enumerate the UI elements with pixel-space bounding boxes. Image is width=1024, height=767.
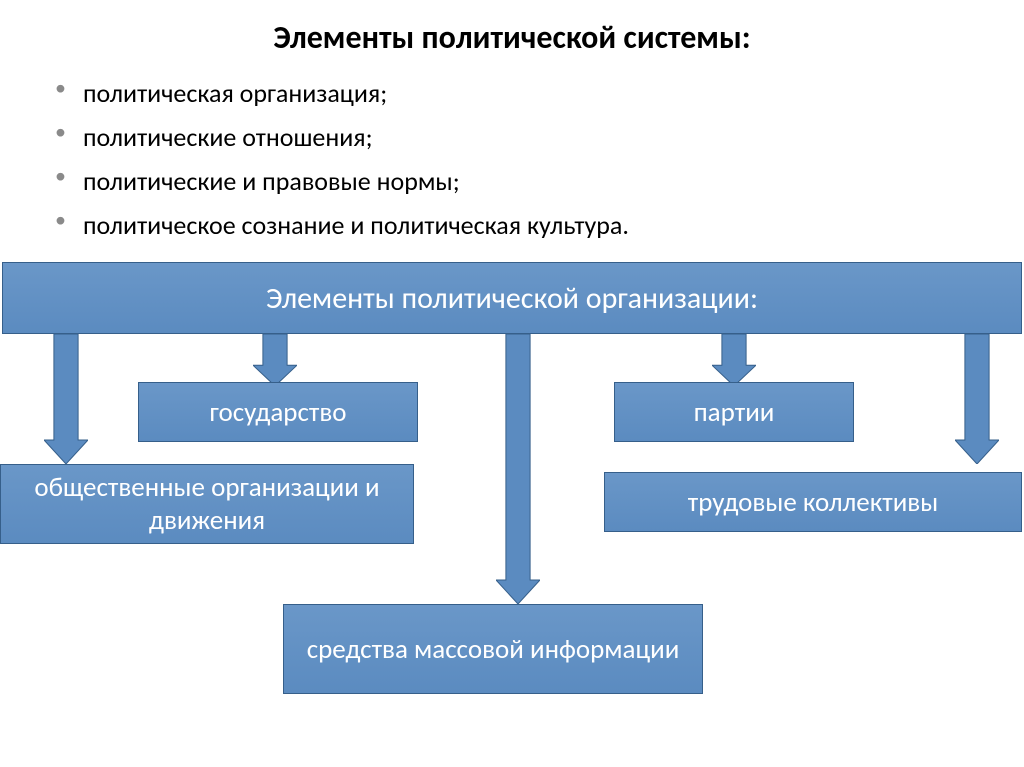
arrow-to-parties bbox=[712, 334, 756, 386]
bullet-list: политическая организация; политические от… bbox=[0, 57, 1024, 263]
box-public: общественные организации и движения bbox=[0, 464, 414, 544]
arrow-to-labor bbox=[955, 334, 999, 464]
page-title: Элементы политической системы: bbox=[0, 0, 1024, 57]
bullet-item: политическое сознание и политическая кул… bbox=[55, 209, 984, 241]
box-labor: трудовые коллективы bbox=[604, 472, 1022, 532]
bullet-item: политическая организация; bbox=[55, 77, 984, 109]
box-state: государство bbox=[138, 382, 418, 442]
arrow-to-public bbox=[44, 334, 88, 464]
bullet-item: политические отношения; bbox=[55, 121, 984, 153]
arrow-to-state bbox=[253, 334, 297, 386]
bullet-item: политические и правовые нормы; bbox=[55, 165, 984, 197]
box-media: средства массовой информации bbox=[283, 604, 703, 694]
arrow-to-media bbox=[496, 334, 540, 604]
diagram-container: Элементы политической организации: госуда… bbox=[0, 262, 1024, 762]
box-parties: партии bbox=[614, 382, 854, 442]
diagram-header: Элементы политической организации: bbox=[2, 262, 1022, 334]
